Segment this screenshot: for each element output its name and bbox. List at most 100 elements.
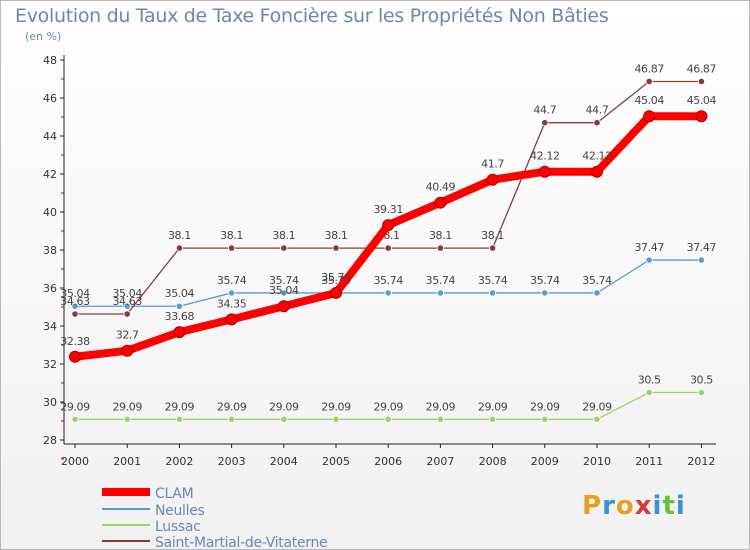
proxiti-logo: Proxiti	[582, 491, 686, 521]
data-point	[593, 119, 601, 127]
data-point	[175, 244, 183, 252]
x-tick-label: 2004	[270, 455, 298, 468]
data-point	[697, 77, 706, 86]
logo-letter: i	[652, 491, 663, 521]
logo-letter: r	[602, 491, 616, 521]
y-tick-label: 36	[43, 282, 57, 295]
x-tick-label: 2005	[322, 455, 350, 468]
data-point	[645, 77, 653, 86]
y-tick-label: 44	[43, 130, 57, 143]
data-label: 38.1	[481, 229, 504, 242]
x-tick-label: 2008	[479, 455, 507, 468]
data-point	[488, 415, 497, 423]
data-label: 38.1	[429, 229, 452, 242]
y-tick-label: 46	[43, 92, 57, 105]
logo-letter: x	[634, 491, 653, 521]
data-label: 29.09	[321, 400, 351, 413]
data-label: 35.74	[478, 274, 508, 287]
data-point	[228, 244, 236, 252]
data-point	[384, 244, 392, 252]
data-label: 38.1	[325, 229, 348, 242]
data-point	[541, 415, 549, 423]
data-point	[123, 415, 131, 423]
data-point	[71, 415, 79, 423]
data-label: 29.09	[217, 400, 247, 413]
data-label: 37.47	[634, 241, 664, 254]
data-point	[593, 415, 601, 423]
data-label: 41.7	[481, 158, 504, 171]
data-point	[488, 289, 497, 297]
data-label: 30.5	[638, 374, 661, 387]
logo-letter: i	[675, 491, 686, 521]
x-tick-label: 2003	[218, 455, 246, 468]
y-tick-label: 32	[43, 358, 57, 371]
data-point	[697, 388, 706, 397]
data-label: 40.49	[426, 181, 456, 194]
data-point	[645, 256, 653, 264]
y-tick-label: 42	[43, 168, 57, 181]
data-point	[436, 244, 444, 252]
data-label: 29.09	[60, 400, 90, 413]
data-label: 29.09	[112, 400, 142, 413]
data-label: 45.04	[687, 94, 717, 107]
data-label: 32.7	[116, 329, 139, 342]
series-lussac: 29.09 29.09 29.09 29.09 29.09 29.09 29.09 29.09…	[60, 374, 714, 423]
data-point	[591, 165, 603, 178]
y-tick-label: 38	[43, 244, 57, 257]
data-point	[121, 344, 134, 357]
data-label: 44.7	[586, 104, 609, 117]
data-label: 35.74	[530, 274, 560, 287]
data-point	[280, 415, 288, 423]
data-label: 35.74	[269, 274, 299, 287]
data-label: 32.38	[60, 335, 90, 348]
data-point	[225, 313, 238, 326]
data-label: 29.09	[373, 400, 403, 413]
logo-letter: t	[662, 491, 676, 521]
y-tick-label: 34	[43, 320, 57, 333]
data-point	[488, 244, 497, 252]
data-label: 35.04	[60, 287, 90, 300]
data-label: 29.09	[269, 400, 299, 413]
data-point	[277, 300, 290, 313]
data-label: 30.5	[690, 374, 713, 387]
data-label: 44.7	[533, 104, 556, 117]
y-tick-label: 48	[43, 54, 57, 67]
data-point	[175, 415, 183, 423]
data-point	[436, 415, 444, 423]
logo-letter: o	[615, 491, 635, 521]
x-tick-label: 2007	[426, 455, 454, 468]
data-label: 34.35	[217, 297, 247, 310]
data-point	[695, 110, 708, 123]
data-point	[175, 302, 183, 310]
data-point	[280, 244, 288, 252]
data-label: 35.04	[112, 287, 142, 300]
data-label: 38.1	[220, 229, 243, 242]
data-point	[330, 286, 342, 299]
data-label: 29.09	[426, 400, 456, 413]
data-label: 46.87	[687, 62, 717, 75]
data-label: 42.12	[582, 150, 612, 163]
y-tick-label: 40	[43, 206, 57, 219]
data-point	[436, 289, 444, 297]
data-label: 35.74	[321, 271, 351, 284]
data-point	[228, 289, 236, 297]
data-point	[71, 302, 79, 310]
data-point	[538, 165, 551, 178]
y-tick-label: 30	[43, 396, 57, 409]
data-point	[228, 415, 236, 423]
x-tick-label: 2010	[583, 455, 611, 468]
data-label: 42.12	[530, 150, 560, 163]
x-tick-label: 2000	[61, 455, 89, 468]
data-label: 35.74	[373, 274, 403, 287]
data-point	[645, 388, 653, 397]
data-label: 37.47	[687, 241, 717, 254]
x-tick-label: 2001	[113, 455, 141, 468]
data-label: 39.31	[373, 203, 403, 216]
data-label: 35.74	[582, 274, 612, 287]
data-point	[123, 310, 131, 318]
data-point	[697, 256, 706, 264]
logo-letter: P	[582, 491, 603, 521]
data-label: 38.1	[168, 229, 191, 242]
